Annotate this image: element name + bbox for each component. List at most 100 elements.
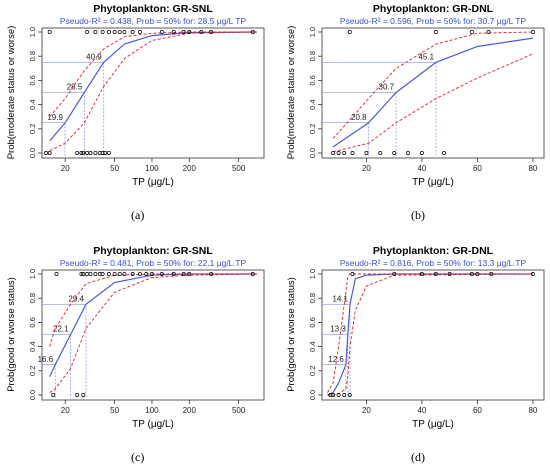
y-tick-label: 0.4 xyxy=(28,99,37,109)
ci-lower-curve xyxy=(332,53,534,153)
observation-point xyxy=(51,393,56,397)
panel-subtitle: Pseudo-R² = 0.596, Prob = 50% for: 30.7 … xyxy=(340,16,527,26)
y-axis-label: Prob(moderate status or worse) xyxy=(6,26,17,160)
ci-lower-curve xyxy=(49,31,257,152)
observation-point xyxy=(47,151,52,155)
fit-curve xyxy=(327,273,533,396)
ci-upper-curve xyxy=(327,273,533,393)
x-axis-label: TP (μg/L) xyxy=(412,419,454,430)
panel-title: Phytoplankton: GR-SNL xyxy=(93,245,213,257)
x-axis-label: TP (μg/L) xyxy=(132,177,174,188)
y-tick-label: 0.0 xyxy=(28,390,37,400)
plot-frame xyxy=(41,27,265,159)
y-tick-label: 1.0 xyxy=(28,27,37,37)
observation-point xyxy=(85,30,90,34)
observation-point xyxy=(342,393,347,397)
observation-point xyxy=(181,272,186,276)
observation-point xyxy=(209,30,214,34)
observation-point xyxy=(81,151,86,155)
x-tick-label: 40 xyxy=(417,406,426,415)
plot-frame xyxy=(321,269,545,401)
y-tick-label: 0.4 xyxy=(308,99,317,109)
threshold-label: 22.1 xyxy=(53,325,69,334)
x-tick-label: 20 xyxy=(61,164,70,173)
y-tick-label: 0.6 xyxy=(308,75,317,85)
observation-point xyxy=(419,151,424,155)
observation-point xyxy=(100,272,105,276)
x-tick-label: 100 xyxy=(145,406,159,415)
observation-point xyxy=(159,30,164,34)
observation-point xyxy=(350,151,355,155)
threshold-label: 13.3 xyxy=(330,325,346,334)
threshold-label: 29.4 xyxy=(68,294,84,303)
x-tick-label: 80 xyxy=(528,164,537,173)
observation-point xyxy=(47,30,52,34)
x-axis-label: TP (μg/L) xyxy=(412,177,454,188)
x-tick-label: 50 xyxy=(110,164,119,173)
observation-point xyxy=(93,30,98,34)
ci-lower-curve xyxy=(49,273,257,393)
observation-point xyxy=(112,272,117,276)
y-tick-label: 0.4 xyxy=(28,341,37,351)
observation-point xyxy=(392,272,397,276)
y-tick-label: 0.2 xyxy=(28,366,37,376)
observation-point xyxy=(469,30,474,34)
observation-point xyxy=(250,30,255,34)
ci-lower-curve xyxy=(327,273,533,396)
panel-subtitle: Pseudo-R² = 0.816, Prob = 50% for: 13.3 … xyxy=(340,258,527,268)
panel-title: Phytoplankton: GR-DNL xyxy=(373,3,494,15)
threshold-label: 19.9 xyxy=(47,113,63,122)
observation-point xyxy=(350,272,355,276)
y-axis-label: Prob(moderate status or worse) xyxy=(286,26,297,160)
observation-point xyxy=(199,30,204,34)
x-axis-label: TP (μg/L) xyxy=(132,419,174,430)
observation-point xyxy=(88,272,93,276)
y-tick-label: 0.6 xyxy=(308,317,317,327)
y-tick-label: 1.0 xyxy=(28,269,37,279)
observation-point xyxy=(469,272,474,276)
observation-point xyxy=(530,272,535,276)
observation-point xyxy=(44,151,48,155)
observation-point xyxy=(75,393,80,397)
fit-curve xyxy=(49,31,257,142)
observation-point xyxy=(79,151,84,155)
observation-point xyxy=(97,272,102,276)
observation-point xyxy=(100,151,105,155)
observation-point xyxy=(347,393,352,397)
caption-d: (d) xyxy=(411,450,425,464)
y-tick-label: 0.6 xyxy=(28,75,37,85)
threshold-label: 40.9 xyxy=(86,52,102,61)
observation-point xyxy=(88,151,93,155)
observation-point xyxy=(106,151,111,155)
x-tick-label: 20 xyxy=(362,164,371,173)
x-tick-label: 200 xyxy=(183,406,197,415)
observation-point xyxy=(81,393,86,397)
observation-point xyxy=(489,272,494,276)
observation-point xyxy=(100,30,105,34)
y-axis-label: Prob(good or worse status) xyxy=(6,277,17,392)
plot-frame xyxy=(321,27,545,159)
y-tick-label: 0.8 xyxy=(28,51,37,61)
observation-point xyxy=(159,272,164,276)
observation-point xyxy=(442,151,447,155)
threshold-label: 16.6 xyxy=(38,355,54,364)
x-tick-label: 20 xyxy=(362,406,371,415)
fit-curve xyxy=(49,273,257,378)
y-tick-label: 0.4 xyxy=(308,341,317,351)
observation-point xyxy=(117,30,122,34)
threshold-label: 20.8 xyxy=(351,113,367,122)
y-tick-label: 0.0 xyxy=(28,148,37,158)
x-tick-label: 60 xyxy=(473,164,482,173)
observation-point xyxy=(106,272,111,276)
caption-b: (b) xyxy=(411,208,425,222)
observation-point xyxy=(419,272,424,276)
observation-point xyxy=(93,151,98,155)
observation-point xyxy=(171,272,176,276)
observation-point xyxy=(328,393,333,397)
observation-point xyxy=(122,30,127,34)
threshold-label: 28.5 xyxy=(67,83,83,92)
caption-c: (c) xyxy=(131,450,145,464)
threshold-label: 30.7 xyxy=(379,83,395,92)
